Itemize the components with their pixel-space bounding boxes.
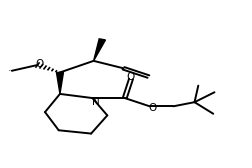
Text: methoxy: methoxy [9, 70, 15, 71]
Text: O: O [127, 72, 135, 82]
Text: methoxy: methoxy [4, 70, 11, 71]
Text: O: O [35, 59, 44, 69]
Polygon shape [93, 39, 105, 61]
Text: O: O [148, 103, 157, 113]
Text: N: N [92, 97, 100, 107]
Polygon shape [56, 72, 64, 94]
